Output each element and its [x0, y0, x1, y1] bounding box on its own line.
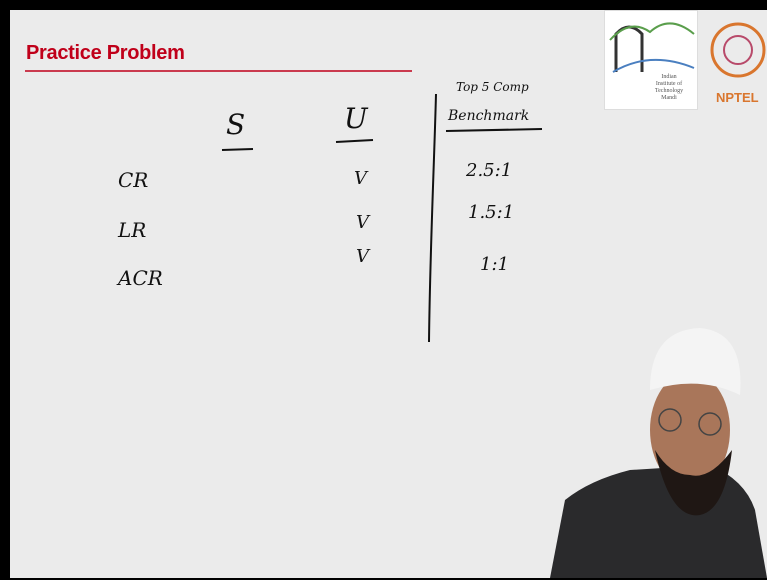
institute-mountain: [609, 22, 695, 41]
benchmark-underline: [445, 128, 543, 132]
row-mark: V: [356, 246, 369, 267]
row-benchmark: 1:1: [480, 254, 509, 275]
person-turban: [650, 328, 741, 395]
institute-line: Institute of: [655, 81, 683, 87]
s-underline: [221, 148, 254, 151]
row-mark: V: [354, 168, 367, 189]
institute-name: Indian Institute of Technology Mandi: [646, 74, 692, 102]
row-label: CR: [118, 168, 149, 192]
slide-title: Practice Problem: [26, 42, 185, 64]
u-underline: [335, 139, 374, 143]
row-mark: V: [356, 212, 369, 233]
slide: Practice Problem Indian Institute of Tec…: [10, 10, 767, 578]
glasses: [698, 412, 722, 436]
row-label: ACR: [118, 266, 163, 290]
benchmark-header: Top 5 Comp: [456, 80, 529, 94]
glasses: [658, 408, 682, 432]
person-beard: [655, 450, 732, 516]
person-face: [650, 372, 730, 488]
nptel-emblem: [723, 35, 753, 65]
logo-art: [609, 22, 695, 73]
nptel-emblem: [710, 22, 766, 78]
institute-river: [612, 59, 695, 73]
column-header: U: [344, 102, 368, 135]
row-benchmark: 2.5:1: [466, 160, 513, 181]
slide-drawing: [25, 18, 767, 578]
institute-line: Technology: [654, 88, 684, 94]
institute-line: Indian: [661, 74, 677, 80]
benchmark-header: Benchmark: [448, 108, 530, 124]
divider: [428, 93, 437, 343]
nptel-label: NPTEL: [716, 90, 759, 105]
institute-line: Mandi: [661, 95, 677, 101]
column-header: S: [226, 108, 246, 141]
row-label: LR: [118, 218, 147, 242]
row-benchmark: 1.5:1: [468, 202, 515, 223]
